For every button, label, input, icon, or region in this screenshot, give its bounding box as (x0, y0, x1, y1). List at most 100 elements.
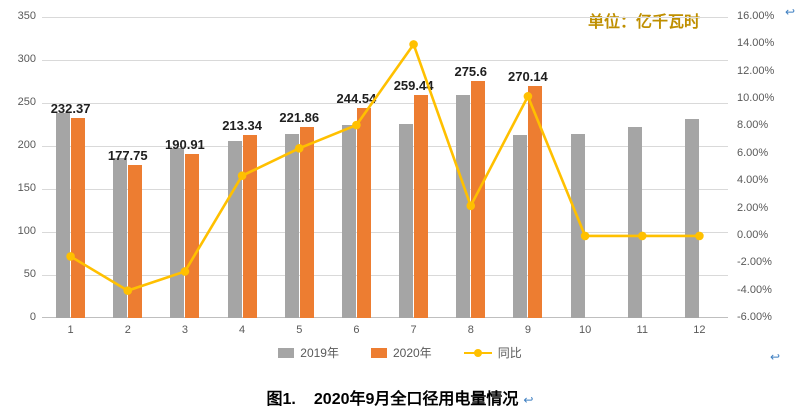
x-axis-tick-month-12: 12 (693, 324, 706, 336)
x-axis-tick-month-5: 5 (296, 324, 303, 336)
legend-label: 2020年 (392, 346, 432, 360)
legend-label: 2019年 (300, 346, 339, 360)
gridline (42, 59, 728, 61)
yoy-marker-month-11 (637, 231, 647, 241)
yoy-marker-month-12 (695, 231, 704, 241)
paragraph-mark: ↩ (523, 393, 534, 407)
chart-legend: 2019年 2020年 同比 (0, 344, 800, 361)
y-axis-right-tick: -6.00% (737, 311, 772, 323)
gridline (42, 102, 728, 104)
legend-label: 同比 (497, 346, 522, 360)
y-axis-right-tick: 14.00% (737, 37, 775, 50)
y-axis-right-tick: 8.00% (737, 119, 769, 132)
data-label-2020-month-8: 275.6 (454, 63, 488, 79)
y-axis-right-tick: 4.00% (737, 174, 769, 187)
bar-2019年-month-4 (227, 140, 242, 318)
caption-text: 2020年9月全口径用电量情况 (313, 391, 519, 408)
x-axis-tick-month-8: 8 (467, 324, 474, 336)
bar-2019年-month-7 (399, 123, 414, 318)
data-label-2020-month-7: 259.44 (393, 77, 434, 93)
data-label-2020-month-3: 190.91 (165, 136, 205, 152)
bar-2020年-month-8 (471, 80, 486, 318)
chart-unit-label: 单位：亿千瓦时 (587, 14, 700, 31)
yoy-marker-month-3 (180, 267, 190, 276)
bar-2019年-month-2 (113, 158, 128, 318)
paragraph-mark: ↩ (785, 5, 796, 19)
legend-item-2019年: 2019年 (278, 344, 339, 361)
x-axis-tick-month-10: 10 (578, 324, 592, 336)
data-label-2020-month-4: 213.34 (222, 117, 262, 133)
yoy-marker-month-7 (409, 40, 418, 49)
x-axis-tick-month-11: 11 (636, 324, 648, 336)
y-axis-right-tick: -2.00% (737, 256, 772, 269)
legend-line-marker (473, 348, 482, 357)
bar-2019年-month-8 (456, 95, 471, 318)
bar-2020年-month-6 (356, 107, 371, 318)
y-axis-left-tick: 250 (17, 96, 36, 108)
y-axis-right-tick: 10.00% (737, 92, 775, 105)
figure-caption: 图1. 2020年9月全口径用电量情况 ↩ (0, 385, 800, 409)
y-axis-left-tick: 150 (17, 182, 36, 194)
y-axis-left-tick: 0 (29, 311, 36, 323)
bar-2019年-month-10 (570, 133, 585, 318)
y-axis-right-tick: 2.00% (737, 201, 769, 214)
bar-2019年-month-5 (284, 133, 299, 318)
gridline (42, 145, 728, 147)
bar-2020年-month-3 (185, 153, 200, 318)
legend-bar-swatch (278, 347, 295, 358)
paragraph-mark: ↩ (770, 350, 781, 364)
y-axis-left-tick: 350 (17, 10, 36, 22)
data-label-2020-month-9: 270.14 (508, 68, 548, 84)
gridline (42, 188, 728, 190)
legend-item-2020年: 2020年 (370, 344, 432, 361)
bar-2020年-month-4 (242, 134, 257, 318)
y-axis-left-tick: 300 (17, 53, 36, 65)
gridline (42, 274, 728, 276)
x-axis-tick-month-7: 7 (410, 324, 417, 336)
y-axis-left-tick: 100 (17, 225, 36, 237)
y-axis-right-tick: 12.00% (737, 64, 775, 77)
yoy-marker-month-8 (466, 201, 476, 211)
y-axis-right-tick: 6.00% (737, 146, 769, 159)
gridline (42, 16, 728, 18)
x-axis-tick-month-1: 1 (67, 324, 74, 336)
x-axis-tick-month-2: 2 (124, 324, 131, 336)
bar-2019年-month-1 (56, 113, 71, 318)
bar-2020年-month-2 (128, 165, 143, 318)
data-label-2020-month-1: 232.37 (50, 101, 91, 117)
bar-2019年-month-12 (684, 119, 699, 318)
legend-bar-swatch (370, 347, 387, 358)
yoy-marker-month-4 (237, 171, 247, 181)
y-axis-right-tick: 0.00% (737, 228, 769, 241)
yoy-marker-month-1 (66, 252, 75, 261)
yoy-marker-month-2 (123, 286, 133, 295)
caption-number: 图1. (266, 391, 296, 408)
bar-2020年-month-7 (414, 94, 429, 318)
data-label-2020-month-6: 244.54 (336, 90, 377, 106)
bar-2019年-month-9 (513, 134, 528, 318)
yoy-line (69, 43, 700, 292)
bar-2020年-month-9 (528, 85, 543, 318)
y-axis-left-tick: 50 (23, 268, 36, 280)
legend-line-swatch (463, 347, 492, 359)
bar-2019年-month-11 (627, 127, 642, 318)
y-axis-right-tick: 16.00% (737, 10, 775, 22)
yoy-line-layer (66, 40, 704, 295)
yoy-marker-month-9 (523, 92, 533, 101)
plot-area: 232.37 177.75 190.91 213.34 221.86 244.54 259.… (42, 16, 728, 318)
bar-2019年-month-6 (341, 124, 356, 318)
legend-item-同比: 同比 (463, 344, 522, 361)
x-axis-tick-month-6: 6 (353, 324, 360, 336)
data-label-2020-month-5: 221.86 (279, 110, 320, 126)
x-axis-tick-month-4: 4 (239, 324, 246, 336)
x-axis-line (42, 317, 728, 318)
x-axis-tick-month-9: 9 (524, 324, 531, 336)
data-label-2020-month-2: 177.75 (107, 148, 148, 164)
x-axis-tick-month-3: 3 (181, 324, 188, 336)
y-axis-left-tick: 200 (17, 139, 36, 151)
y-axis-right-tick: -4.00% (737, 283, 772, 296)
bar-2020年-month-1 (71, 118, 86, 318)
yoy-marker-month-10 (580, 231, 590, 241)
bar-2020年-month-5 (299, 127, 314, 318)
